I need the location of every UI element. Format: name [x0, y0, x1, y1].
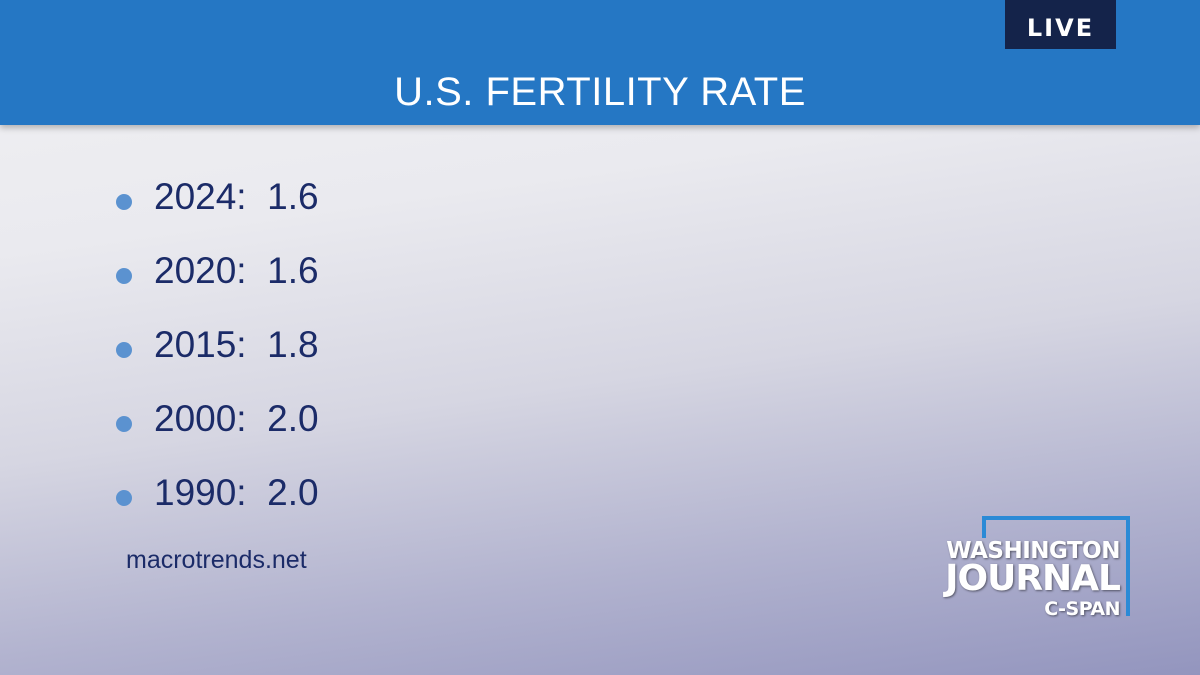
logo-text-washington: WASHINGTON — [946, 538, 1120, 564]
page-title: U.S. FERTILITY RATE — [394, 70, 806, 114]
logo-frame — [982, 516, 986, 538]
bullet-icon — [116, 342, 132, 358]
list-item: 2024: 1.6 — [110, 160, 319, 234]
bullet-icon — [116, 490, 132, 506]
logo-text-cspan: C-SPAN — [1044, 598, 1120, 620]
stat-text: 2020: 1.6 — [154, 250, 319, 291]
stat-text: 1990: 2.0 — [154, 472, 319, 513]
bullet-icon — [116, 268, 132, 284]
bullet-icon — [116, 194, 132, 210]
list-item: 2020: 1.6 — [110, 234, 319, 308]
live-badge: LIVE — [1005, 0, 1116, 49]
header-bar: U.S. FERTILITY RATE — [0, 0, 1200, 125]
fertility-rate-list: 2024: 1.6 2020: 1.6 2015: 1.8 2000: 2.0 … — [110, 160, 319, 530]
logo-text-journal: JOURNAL — [945, 558, 1121, 599]
washington-journal-logo: WASHINGTON JOURNAL C-SPAN — [940, 514, 1140, 626]
logo-frame — [1126, 516, 1130, 616]
bullet-icon — [116, 416, 132, 432]
source-credit: macrotrends.net — [126, 546, 307, 574]
stat-text: 2000: 2.0 — [154, 398, 319, 439]
list-item: 2015: 1.8 — [110, 308, 319, 382]
logo-frame — [982, 516, 1130, 520]
list-item: 1990: 2.0 — [110, 456, 319, 530]
stat-text: 2024: 1.6 — [154, 176, 319, 217]
list-item: 2000: 2.0 — [110, 382, 319, 456]
stat-text: 2015: 1.8 — [154, 324, 319, 365]
